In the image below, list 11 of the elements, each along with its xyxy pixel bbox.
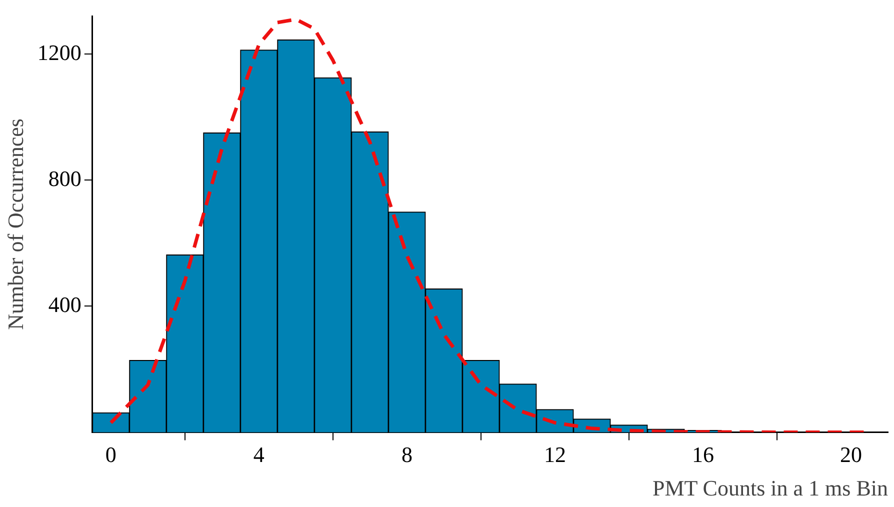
x-axis-title: PMT Counts in a 1 ms Bin <box>652 476 888 501</box>
x-tick-label: 0 <box>105 442 116 468</box>
y-axis-title: Number of Occurrences <box>2 118 28 330</box>
x-tick-label: 8 <box>401 442 412 468</box>
y-tick-label: 1200 <box>37 40 82 65</box>
x-tick-label: 20 <box>840 442 862 468</box>
x-tick-label: 4 <box>253 442 264 468</box>
y-tick-label: 800 <box>48 166 82 191</box>
x-tick-label: 16 <box>692 442 714 468</box>
y-tick-label: 400 <box>48 292 82 317</box>
x-tick-label: 12 <box>544 442 566 468</box>
